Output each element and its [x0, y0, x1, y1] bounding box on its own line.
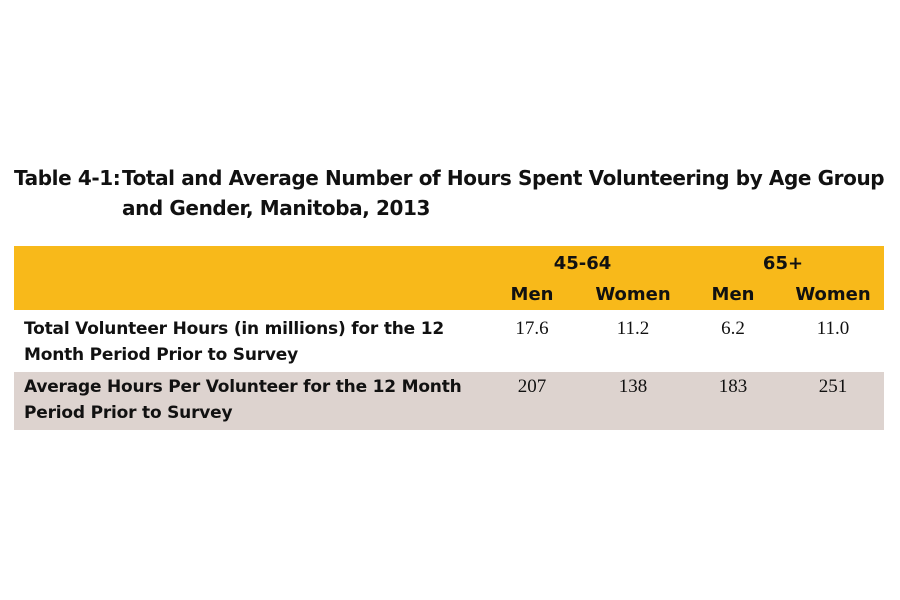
title-label: Table 4-1: — [14, 166, 121, 190]
column-header: Women — [795, 284, 871, 305]
group-header: 45-64 — [553, 253, 612, 274]
row-label: Total Volunteer Hours (in millions) for … — [24, 319, 444, 339]
row-label: Month Period Prior to Survey — [24, 345, 299, 365]
group-header: 65+ — [762, 253, 804, 274]
cell-value: 6.2 — [721, 318, 745, 339]
cell-value: 183 — [718, 376, 748, 397]
title-text: Total and Average Number of Hours Spent … — [122, 163, 885, 223]
column-header: Women — [595, 284, 671, 305]
title-line: and Gender, Manitoba, 2013 — [122, 196, 431, 220]
cell-value: 207 — [517, 376, 547, 397]
cell-value: 138 — [618, 376, 648, 397]
title-line: Total and Average Number of Hours Spent … — [122, 166, 885, 190]
row-band — [14, 372, 884, 430]
cell-value: 251 — [818, 376, 848, 397]
row-label: Period Prior to Survey — [24, 403, 233, 423]
cell-value: 11.2 — [616, 318, 650, 339]
column-header: Men — [510, 284, 554, 305]
column-header: Men — [711, 284, 755, 305]
row-band — [14, 310, 884, 372]
row-label: Average Hours Per Volunteer for the 12 M… — [24, 377, 462, 397]
header-band — [14, 246, 884, 310]
cell-value: 17.6 — [515, 318, 549, 339]
cell-value: 11.0 — [816, 318, 850, 339]
